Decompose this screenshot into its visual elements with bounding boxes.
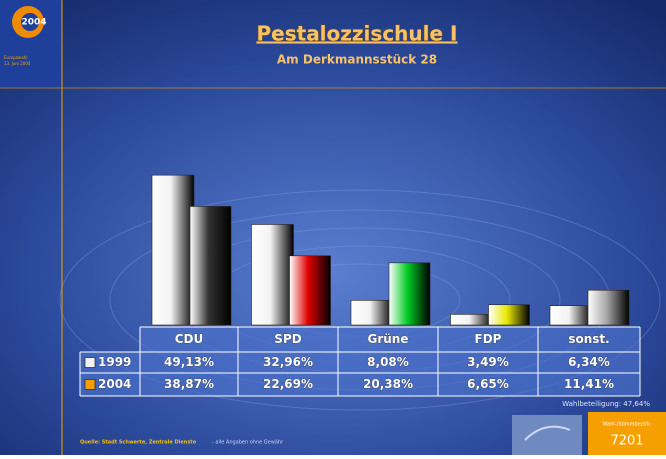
value-label: 20,38% <box>363 377 413 391</box>
bar <box>350 300 394 326</box>
bar <box>289 255 331 326</box>
source: Quelle: Stadt Schwerte, Zentrale Dienste <box>80 440 197 446</box>
logo-text: 2004 <box>21 18 46 28</box>
legend-swatch <box>84 357 96 368</box>
value-label: 3,49% <box>467 355 509 369</box>
bar <box>388 262 431 326</box>
bar <box>587 289 630 326</box>
category-label: Grüne <box>368 332 409 346</box>
value-label: 22,69% <box>263 377 313 391</box>
turnout: Wahlbeteiligung: 47,64% <box>562 400 650 408</box>
disclaimer: - alle Angaben ohne Gewähr <box>212 440 284 446</box>
category-label: SPD <box>274 332 301 346</box>
legend-label: 1999 <box>98 355 131 369</box>
bar <box>189 206 232 326</box>
value-label: 38,87% <box>164 377 214 391</box>
value-label: 49,13% <box>164 355 214 369</box>
value-label: 32,96% <box>263 355 313 369</box>
logo-caption: 13. Juni 2004 <box>4 61 31 66</box>
icon-box <box>512 415 582 455</box>
district-box <box>588 412 666 455</box>
value-label: 6,34% <box>568 355 610 369</box>
value-label: 6,65% <box>467 377 509 391</box>
bar <box>549 305 593 326</box>
category-label: FDP <box>475 332 502 346</box>
bar <box>251 224 294 326</box>
district-label: Wahl-/Stimmbezirk: <box>603 422 652 428</box>
subtitle: Am Derkmannsstück 28 <box>277 53 437 67</box>
category-label: CDU <box>175 332 204 346</box>
table <box>140 327 640 352</box>
value-label: 8,08% <box>367 355 409 369</box>
logo-caption: Europawahl <box>4 55 27 60</box>
icon <box>524 425 571 441</box>
title: Pestalozzischule I <box>257 22 458 46</box>
value-label: 11,41% <box>564 377 614 391</box>
table <box>80 352 640 396</box>
bar <box>488 304 530 326</box>
legend-label: 2004 <box>98 377 131 391</box>
bar <box>151 174 195 326</box>
legend-swatch <box>84 379 96 390</box>
bar <box>450 314 493 326</box>
logo-inner <box>21 13 39 31</box>
category-label: sonst. <box>568 332 609 346</box>
district: 7201 <box>610 434 643 449</box>
